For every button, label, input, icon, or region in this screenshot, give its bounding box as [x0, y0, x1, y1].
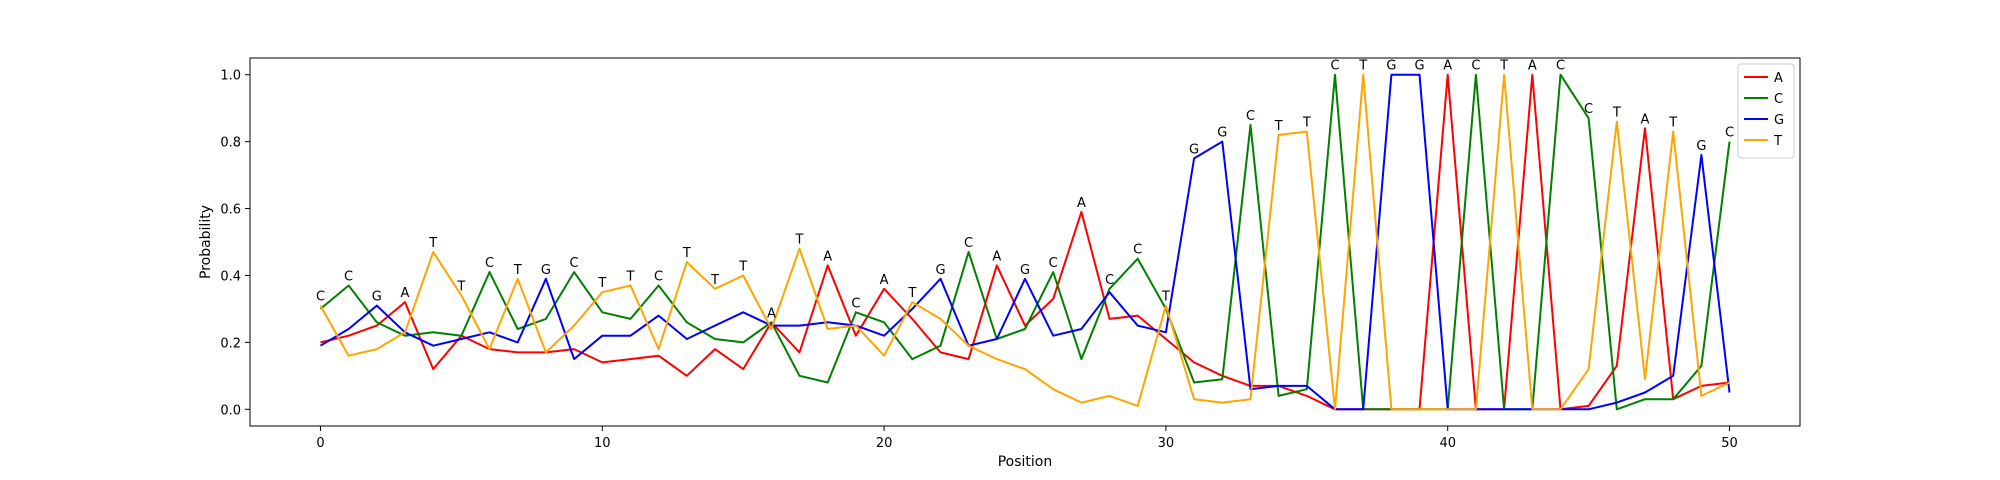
y-axis-ticks: 0.0 0.2 0.4 0.6 0.8 1.0	[220, 69, 250, 418]
x-tick-label: 20	[876, 436, 893, 451]
base-label: G	[1414, 59, 1424, 74]
base-label: C	[344, 270, 353, 285]
base-label: G	[935, 263, 945, 278]
base-label: G	[372, 290, 382, 305]
base-label: C	[1556, 59, 1565, 74]
x-tick-label: 30	[1158, 436, 1175, 451]
base-label: G	[1020, 263, 1030, 278]
base-label: T	[1302, 116, 1311, 131]
base-label: T	[907, 286, 916, 301]
x-tick-label: 40	[1439, 436, 1456, 451]
plot-area	[250, 58, 1800, 426]
plot-frame	[249, 57, 1801, 427]
base-label: T	[456, 280, 465, 295]
base-label: G	[541, 263, 551, 278]
base-label: T	[738, 260, 747, 275]
y-tick-label: 0.2	[220, 336, 241, 351]
base-label: A	[1077, 196, 1086, 211]
base-label: G	[1217, 126, 1227, 141]
base-label: T	[1499, 59, 1508, 74]
base-label: C	[1584, 102, 1593, 117]
series-line-G	[319, 73, 1731, 411]
base-label: C	[485, 256, 494, 271]
x-tick-label: 10	[594, 436, 611, 451]
base-label: T	[597, 276, 606, 291]
base-label: T	[428, 236, 437, 251]
base-label: G	[1386, 59, 1396, 74]
base-label: C	[654, 270, 663, 285]
base-label: G	[1696, 139, 1706, 154]
legend-label-C: C	[1774, 92, 1783, 107]
base-label: C	[1049, 256, 1058, 271]
base-label: T	[1274, 119, 1283, 134]
y-axis-label: Probability	[198, 205, 214, 279]
base-label: C	[316, 290, 325, 305]
legend-label-G: G	[1774, 113, 1784, 128]
series-layer	[319, 73, 1731, 411]
base-label: C	[851, 296, 860, 311]
base-label: C	[570, 256, 579, 271]
base-label: G	[1189, 142, 1199, 157]
y-tick-label: 0.0	[220, 403, 241, 418]
legend-box	[1737, 63, 1795, 159]
base-label: T	[626, 270, 635, 285]
base-label: T	[682, 246, 691, 261]
base-label: C	[1725, 126, 1734, 141]
x-tick-label: 50	[1721, 436, 1738, 451]
base-label: T	[710, 273, 719, 288]
legend-label-A: A	[1774, 71, 1783, 86]
base-label: T	[1612, 106, 1621, 121]
base-label: A	[823, 249, 832, 264]
series-line-T	[319, 73, 1730, 411]
base-label: T	[513, 263, 522, 278]
base-label: A	[401, 286, 410, 301]
base-label: C	[1133, 243, 1142, 258]
base-labels: C C G A T T C T G C T T C T T T A T A C A T G C A G C A C C T G G C T T C T G G…	[316, 59, 1734, 322]
base-label: T	[1358, 59, 1367, 74]
base-label: C	[1330, 59, 1339, 74]
base-label: C	[1246, 109, 1255, 124]
y-tick-label: 1.0	[220, 69, 241, 84]
x-axis-ticks: 0 10 20 30 40 50	[316, 426, 1738, 451]
y-tick-label: 0.4	[220, 269, 241, 284]
base-label: A	[767, 306, 776, 321]
base-label: C	[964, 236, 973, 251]
base-label: A	[1641, 112, 1650, 127]
base-label: A	[1443, 59, 1452, 74]
base-label: T	[795, 233, 804, 248]
x-axis-label: Position	[998, 454, 1053, 470]
base-label: A	[880, 273, 889, 288]
base-label: A	[1528, 59, 1537, 74]
y-tick-label: 0.8	[220, 136, 241, 151]
legend-label-T: T	[1773, 134, 1782, 149]
x-tick-label: 0	[316, 436, 324, 451]
base-label: T	[1161, 290, 1170, 305]
y-tick-label: 0.6	[220, 203, 241, 218]
base-label: A	[992, 249, 1001, 264]
base-label: C	[1105, 273, 1114, 288]
base-label: C	[1471, 59, 1480, 74]
base-label: T	[1668, 116, 1677, 131]
